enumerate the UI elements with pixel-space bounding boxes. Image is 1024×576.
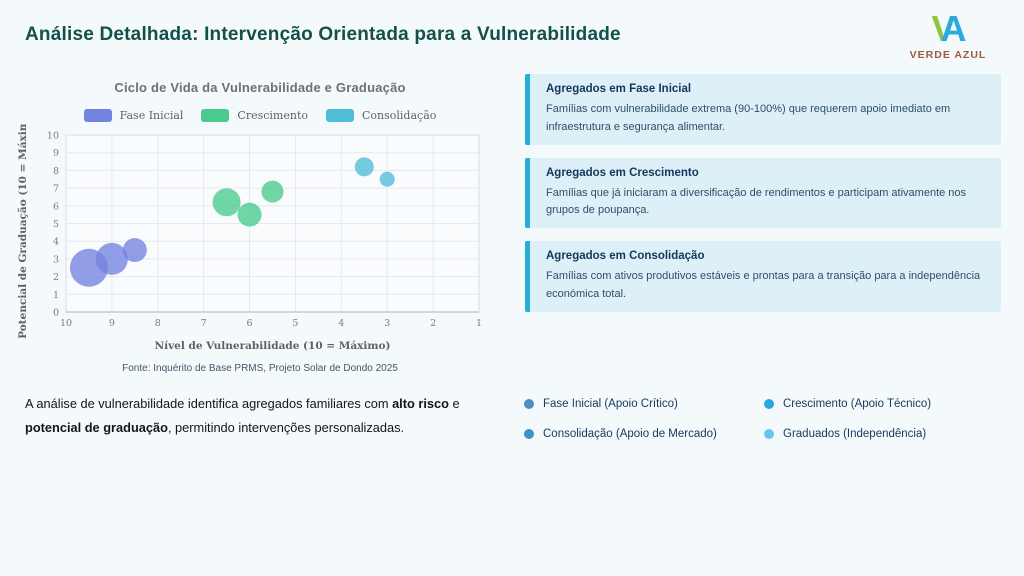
y-axis-title: Potencial de Graduação (10 = Máximo) [17, 124, 29, 339]
info-box-body: Famílias com ativos produtivos estáveis … [546, 270, 981, 301]
phase-legend: Fase Inicial (Apoio Crítico) Crescimento … [524, 398, 1004, 440]
x-tick-label: 1 [476, 318, 482, 329]
phase-label: Fase Inicial (Apoio Crítico) [543, 398, 678, 410]
legend-label: Crescimento [237, 108, 308, 122]
logo-mark: VA [898, 10, 998, 48]
chart-source: Fonte: Inquérito de Base PRMS, Projeto S… [122, 363, 398, 374]
bubble-crescimento [237, 202, 262, 227]
info-box-title: Agregados em Crescimento [546, 166, 699, 179]
phase-dot-icon [524, 399, 534, 409]
phase-legend-item: Crescimento (Apoio Técnico) [764, 398, 1004, 410]
phase-dot-icon [764, 429, 774, 439]
y-tick-label: 3 [53, 254, 59, 265]
summary-part3: , permitindo intervenções personalizadas… [167, 419, 405, 435]
legend-label: Fase Inicial [119, 108, 184, 122]
logo-letter-a-icon: A [940, 8, 967, 49]
phase-label: Graduados (Independência) [783, 428, 927, 440]
summary-part1: A análise de vulnerabilidade identifica … [25, 396, 393, 411]
summary-text: A análise de vulnerabilidade identifica … [25, 392, 517, 439]
y-tick-label: 8 [53, 166, 59, 177]
y-tick-label: 9 [53, 148, 59, 159]
bubble-chart-block: Ciclo de Vida da Vulnerabilidade e Gradu… [10, 80, 510, 374]
bubble-crescimento [261, 180, 284, 203]
chart-title: Ciclo de Vida da Vulnerabilidade e Gradu… [114, 80, 406, 95]
bubble-consolidação [379, 171, 395, 187]
bubble-consolidação [354, 157, 374, 177]
x-tick-label: 7 [201, 318, 207, 329]
phase-legend-item: Consolidação (Apoio de Mercado) [524, 428, 764, 440]
chart-legend: Fase Inicial Crescimento Consolidação [10, 108, 510, 122]
x-tick-label: 8 [155, 318, 161, 329]
bubble-crescimento [212, 188, 241, 217]
x-axis-title: Nível de Vulnerabilidade (10 = Máximo) [154, 340, 390, 352]
info-box-title: Agregados em Fase Inicial [546, 83, 692, 95]
info-box-consolidacao: Agregados em Consolidação Famílias com a… [525, 241, 1001, 312]
y-tick-label: 0 [53, 308, 59, 319]
x-tick-label: 5 [292, 318, 298, 329]
y-tick-label: 1 [53, 290, 59, 301]
phase-dot-icon [524, 429, 534, 439]
info-box-fase-inicial: Agregados em Fase Inicial Famílias com v… [525, 74, 1001, 145]
info-box-crescimento: Agregados em Crescimento Famílias que já… [525, 157, 1001, 229]
info-box-body: Famílias que já iniciaram a diversificaç… [546, 186, 967, 217]
y-tick-label: 10 [47, 131, 59, 142]
phase-label: Consolidação (Apoio de Mercado) [543, 428, 717, 440]
chart-legend-item: Fase Inicial [83, 108, 184, 122]
info-boxes: Agregados em Fase Inicial Famílias com v… [525, 74, 1001, 325]
x-tick-label: 2 [430, 318, 436, 329]
chart-legend-item: Consolidação [326, 108, 437, 122]
y-tick-label: 5 [53, 219, 59, 230]
legend-swatch-icon [326, 108, 354, 122]
logo-letter-v-icon: V [931, 8, 955, 49]
summary-bold-potencial: potencial de graduação [25, 419, 168, 435]
info-box-title: Agregados em Consolidação [546, 250, 705, 263]
y-tick-label: 2 [53, 272, 59, 283]
info-box-body: Famílias com vulnerabilidade extrema (90… [546, 103, 951, 133]
x-tick-label: 4 [338, 318, 344, 329]
phase-legend-item: Fase Inicial (Apoio Crítico) [524, 398, 764, 410]
legend-label: Consolidação [362, 108, 437, 122]
phase-label: Crescimento (Apoio Técnico) [783, 398, 932, 410]
x-tick-label: 6 [247, 318, 253, 329]
phase-dot-icon [764, 399, 774, 409]
legend-swatch-icon [201, 108, 230, 122]
phase-legend-item: Graduados (Independência) [764, 428, 1004, 440]
bubble-fase-inicial [95, 242, 128, 275]
bubble-fase-inicial [122, 238, 147, 263]
legend-swatch-icon [83, 108, 112, 122]
x-tick-label: 3 [384, 318, 390, 329]
summary-bold-alto-risco: alto risco [392, 396, 449, 411]
y-tick-label: 6 [53, 201, 59, 212]
chart-legend-item: Crescimento [201, 108, 308, 122]
y-tick-label: 7 [53, 184, 59, 195]
page-title: Análise Detalhada: Intervenção Orientada… [25, 24, 621, 45]
summary-part2: e [448, 396, 460, 411]
logo-name: VERDE AZUL [909, 49, 987, 61]
y-tick-label: 4 [53, 237, 59, 248]
x-tick-label: 9 [109, 318, 115, 329]
verde-azul-logo: VA VERDE AZUL [898, 10, 998, 62]
x-tick-label: 10 [60, 318, 72, 329]
